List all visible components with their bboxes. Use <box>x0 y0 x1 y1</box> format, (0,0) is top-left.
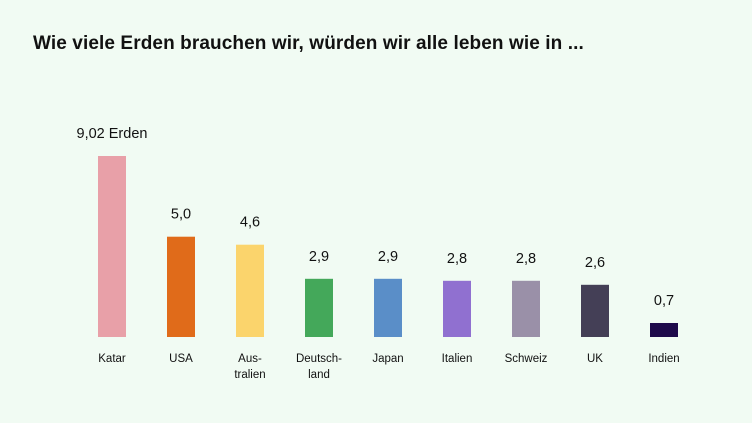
value-label-schweiz: 2,8 <box>516 251 536 267</box>
category-label-schweiz: Schweiz <box>505 353 548 365</box>
category-label-japan: Japan <box>372 353 403 365</box>
category-label-deutschland-line2: land <box>308 369 330 381</box>
category-label-italien: Italien <box>442 353 473 365</box>
bar-schweiz <box>512 280 540 337</box>
bar-australien <box>236 244 264 337</box>
bar-italien <box>443 280 471 337</box>
value-label-indien: 0,7 <box>654 293 674 309</box>
bar-deutschland <box>305 278 333 337</box>
bar-katar <box>98 156 126 337</box>
bar-uk <box>581 284 609 337</box>
category-label-uk: UK <box>587 353 603 365</box>
bar-japan <box>374 278 402 337</box>
value-label-uk: 2,6 <box>585 255 605 271</box>
value-label-australien: 4,6 <box>240 215 260 231</box>
category-label-usa: USA <box>169 353 193 365</box>
bar-indien <box>650 323 678 337</box>
value-label-katar: 9,02 Erden <box>77 126 148 142</box>
category-label-australien-line1: Aus- <box>238 353 262 365</box>
value-label-deutschland: 2,9 <box>309 249 329 265</box>
chart-title: Wie viele Erden brauchen wir, würden wir… <box>33 33 584 54</box>
category-label-australien-line2: tralien <box>234 369 265 381</box>
value-label-usa: 5,0 <box>171 207 191 223</box>
bar-usa <box>167 236 195 337</box>
category-label-katar: Katar <box>98 353 126 365</box>
category-label-indien: Indien <box>648 353 679 365</box>
value-label-italien: 2,8 <box>447 251 467 267</box>
category-label-deutschland-line1: Deutsch- <box>296 353 342 365</box>
value-label-japan: 2,9 <box>378 249 398 265</box>
